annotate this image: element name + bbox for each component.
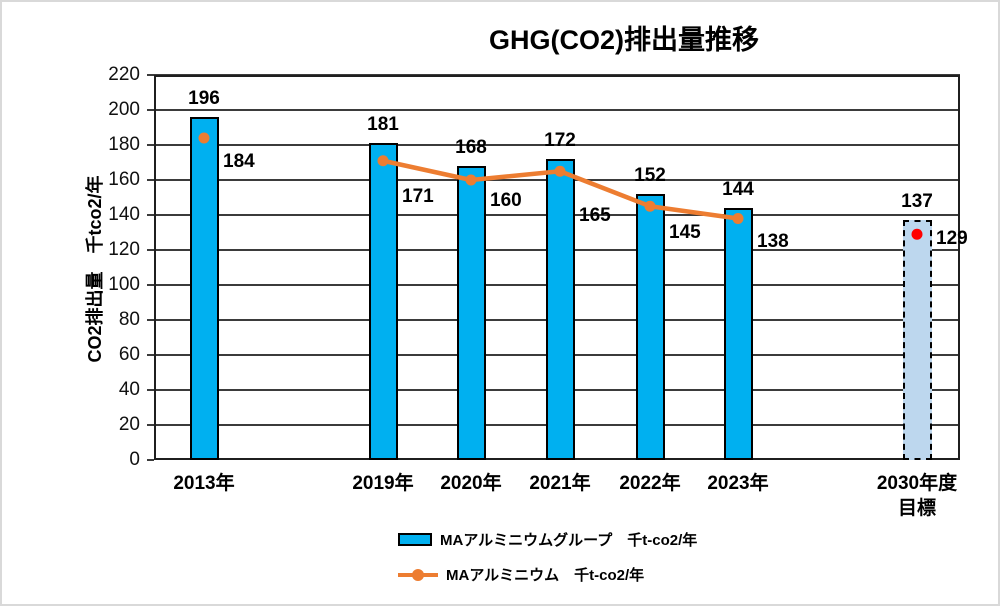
x-axis-label-5: 2022年: [619, 473, 681, 494]
y-tick-mark-100: [147, 284, 154, 286]
bar-value-label-168: 168: [455, 137, 487, 158]
legend-item-line-series: MAアルミニウム 千t-co2/年: [398, 564, 697, 585]
line-value-label-165: 165: [579, 205, 611, 227]
y-tick-mark-60: [147, 354, 154, 356]
legend: MAアルミニウムグループ 千t-co2/年 MAアルミニウム 千t-co2/年: [398, 529, 697, 585]
target-marker-2030: [911, 228, 923, 240]
y-tick-mark-220: [147, 74, 154, 76]
x-axis-label-7-line2: 目標: [897, 498, 936, 519]
bar-value-label-137: 137: [901, 191, 933, 213]
y-tick-mark-20: [147, 424, 154, 426]
y-tick-mark-180: [147, 144, 154, 146]
y-tick-label-60: 60: [118, 344, 140, 365]
line-marker-160: [465, 174, 477, 186]
bar-2023年: [723, 208, 753, 460]
line-value-label-145: 145: [669, 222, 701, 244]
legend-item-bar-series: MAアルミニウムグループ 千t-co2/年: [398, 529, 697, 550]
bar-2013年: [189, 117, 219, 460]
y-tick-label-160: 160: [108, 169, 140, 190]
y-tick-label-20: 20: [118, 414, 140, 435]
y-tick-mark-40: [147, 389, 154, 391]
bar-2020年: [456, 166, 486, 460]
y-tick-label-80: 80: [118, 309, 140, 330]
line-value-label-160: 160: [490, 190, 522, 211]
line-value-label-184: 184: [223, 151, 255, 172]
y-tick-label-140: 140: [108, 204, 140, 225]
line-marker-165: [554, 165, 566, 177]
legend-label-bar-series: MAアルミニウムグループ 千t-co2/年: [440, 532, 698, 549]
line-marker-138: [732, 213, 744, 224]
y-tick-label-100: 100: [108, 274, 140, 295]
y-tick-mark-140: [147, 214, 154, 216]
bar-value-label-181: 181: [367, 114, 399, 136]
x-axis-label-2: 2019年: [352, 473, 414, 494]
bar-value-label-196: 196: [188, 88, 220, 109]
y-tick-mark-160: [147, 179, 154, 181]
line-value-label-138: 138: [757, 230, 789, 252]
line-value-label-129: 129: [936, 228, 968, 250]
line-marker-145: [644, 200, 656, 212]
y-tick-mark-80: [147, 319, 154, 321]
line-value-label-171: 171: [402, 185, 434, 207]
y-tick-mark-0: [147, 459, 154, 461]
bar-2021年: [545, 159, 575, 460]
x-axis-label-3: 2020年: [440, 473, 502, 494]
y-tick-label-180: 180: [108, 134, 140, 155]
bar-value-label-152: 152: [634, 165, 666, 186]
y-tick-label-0: 0: [129, 449, 140, 470]
line-series-swatch-icon: [398, 568, 438, 581]
line-series-layer: [198, 132, 923, 240]
bar-value-label-172: 172: [544, 130, 576, 151]
x-axis-label-7: 2030年度: [876, 473, 958, 494]
gridline-180: [154, 144, 960, 146]
bar-series-swatch-icon: [398, 533, 432, 546]
legend-label-line-series: MAアルミニウム 千t-co2/年: [446, 567, 645, 584]
y-tick-label-40: 40: [118, 379, 140, 400]
y-tick-mark-200: [147, 109, 154, 111]
bar-2022年: [635, 194, 665, 460]
x-axis-label-6: 2023年: [707, 473, 769, 494]
line-series-marker-icon: [412, 568, 424, 581]
y-tick-label-200: 200: [108, 99, 140, 120]
chart-title: GHG(CO2)排出量推移: [489, 25, 759, 55]
y-tick-mark-120: [147, 249, 154, 251]
gridline-200: [154, 109, 960, 111]
y-tick-label-120: 120: [108, 239, 140, 260]
x-axis-label-1: 2013年: [173, 473, 235, 494]
bar-value-label-144: 144: [722, 179, 754, 200]
line-marker-184: [198, 132, 210, 144]
x-axis-label-4: 2021年: [529, 473, 591, 494]
y-axis-title: CO2排出量 千tco2/年: [85, 175, 105, 363]
target-bar-2030: [902, 220, 932, 460]
bar-2019年: [368, 143, 398, 460]
line-marker-171: [377, 155, 389, 167]
y-tick-label-220: 220: [108, 64, 140, 85]
